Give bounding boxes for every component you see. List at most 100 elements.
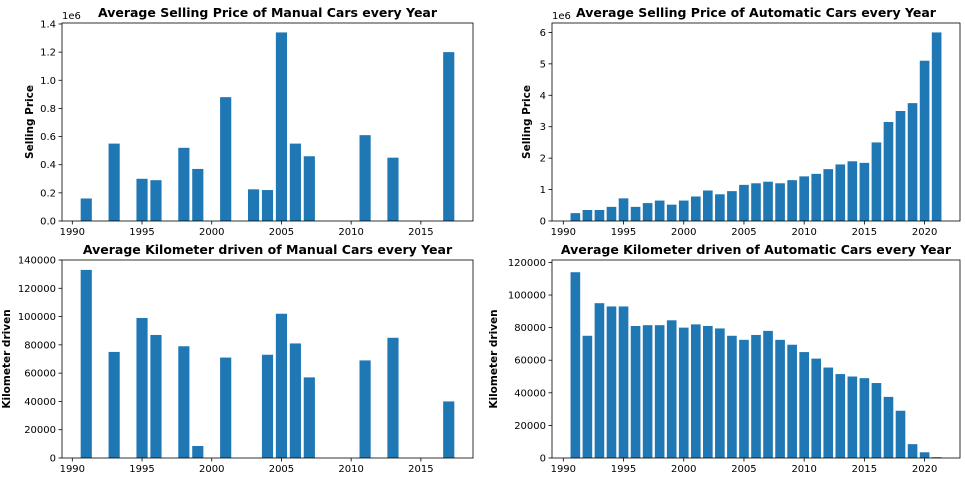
bar [108,351,120,458]
bar [883,122,894,221]
axes-frame [551,259,961,459]
y-axis-label: Selling Price [24,85,36,159]
bar [654,200,665,221]
bar [703,190,713,221]
bar [727,335,737,458]
bar [642,203,653,221]
x-tick-label: 2000 [199,227,224,238]
bar [787,344,797,458]
x-tick-label: 2000 [671,464,696,475]
bar [387,337,399,458]
bar [775,339,785,458]
y-tick-label: 120000 [508,258,546,269]
y-tick-label: 0 [50,454,56,465]
y-tick-label: 5 [540,59,546,70]
y-tick-label: 20000 [24,425,56,436]
y-tick-label: 20000 [514,421,546,432]
y-tick-label: 0.4 [40,160,56,171]
bar [150,334,162,458]
bar [835,164,846,221]
bar [136,178,148,221]
bar [136,317,148,458]
y-tick-label: 80000 [514,323,546,334]
bar [751,334,761,458]
x-tick-label: 1990 [60,464,85,475]
y-tick-label: 0.6 [40,132,56,143]
bar [811,173,822,221]
bar [618,198,629,221]
x-tick-label: 2010 [338,227,363,238]
x-tick-label: 2010 [338,464,363,475]
y-tick-label: 6 [540,28,546,39]
x-tick-label: 1990 [551,227,576,238]
bar [192,445,204,458]
y-offset-label: 1e6 [552,11,571,22]
x-tick-label: 2005 [269,227,294,238]
y-tick-label: 3 [540,122,546,133]
axes-frame [61,22,474,222]
bar [811,358,822,458]
y-tick-label: 0.0 [40,217,56,228]
bar [823,169,834,221]
x-tick-label: 2010 [791,227,816,238]
bar [799,176,809,221]
chart-title: Average Kilometer driven of Manual Cars … [83,242,453,257]
x-tick-label: 2015 [408,227,433,238]
y-tick-label: 0.2 [40,188,56,199]
bar [907,103,918,221]
bar [150,180,162,221]
bar [594,303,605,458]
x-tick-label: 2015 [852,464,877,475]
bar [859,378,870,458]
bar [931,457,942,458]
bar [303,156,315,221]
y-offset-label: 1e6 [62,11,81,22]
y-tick-label: 0.8 [40,104,56,115]
bar [594,210,605,221]
y-tick-label: 100000 [18,312,56,323]
x-tick-label: 2010 [791,464,816,475]
y-axis-label: Selling Price [521,85,533,159]
bar [220,357,232,458]
y-tick-label: 2 [540,154,546,165]
x-tick-label: 1995 [129,227,154,238]
bar [763,181,773,221]
bar [80,198,92,221]
bar [275,32,288,221]
y-tick-label: 0 [540,454,546,465]
x-tick-label: 1995 [129,464,154,475]
bar [666,320,677,458]
bar [678,200,689,221]
bar [582,335,593,458]
bar [847,376,858,458]
bar [751,183,761,221]
bar [261,190,274,221]
x-tick-label: 2020 [912,464,937,475]
x-tick-label: 2005 [269,464,294,475]
bar [907,444,918,458]
y-tick-label: 60000 [24,369,56,380]
bar [859,162,870,221]
bar [690,196,701,221]
bar [80,269,92,458]
bar [630,206,641,221]
y-tick-label: 0 [540,217,546,228]
y-axis-label: Kilometer driven [488,309,500,408]
bar [261,354,274,458]
x-tick-label: 1990 [551,464,576,475]
y-tick-label: 40000 [514,388,546,399]
bar [763,330,773,458]
bar [108,143,120,221]
x-tick-label: 2005 [731,464,756,475]
x-tick-label: 1990 [60,227,85,238]
bar [303,377,315,458]
y-tick-label: 4 [540,91,546,102]
x-tick-label: 2000 [671,227,696,238]
bar [871,383,882,458]
bar [192,168,204,221]
bar [703,326,713,458]
x-tick-label: 1995 [611,227,636,238]
bar [895,111,906,221]
bar [289,143,301,221]
bar [727,191,737,221]
